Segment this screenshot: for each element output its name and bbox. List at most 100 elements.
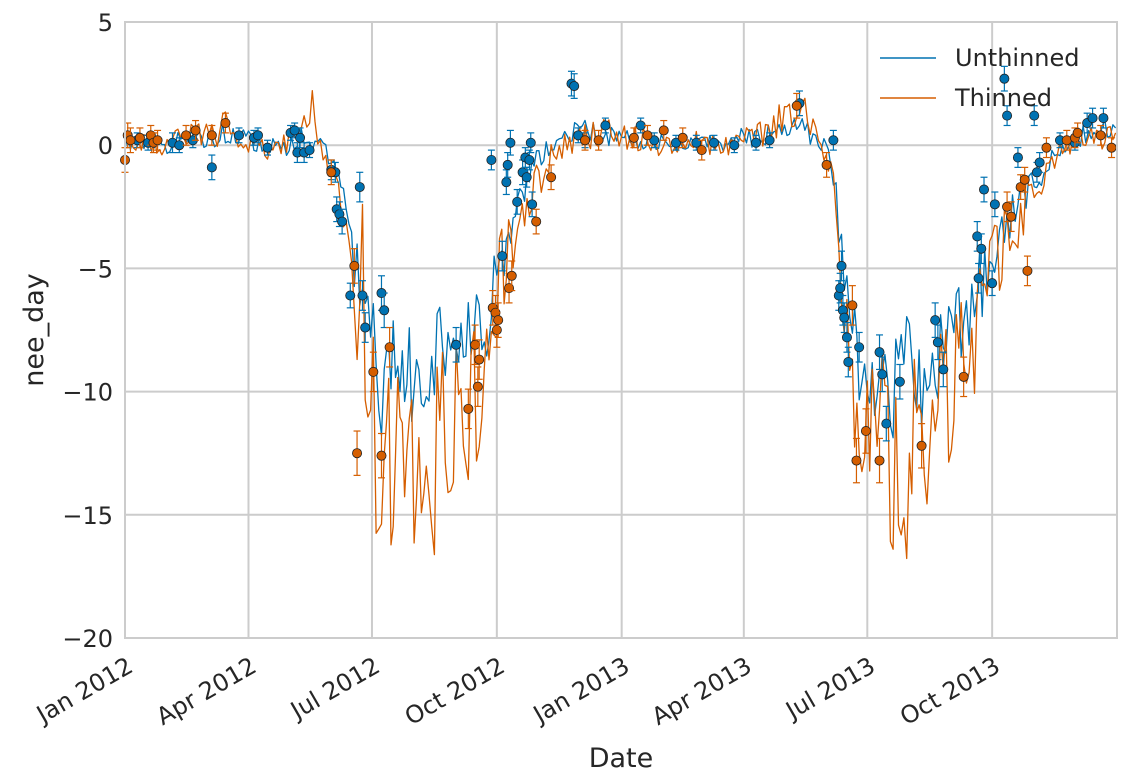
data-point-thinned: [181, 124, 192, 146]
marker: [1019, 174, 1030, 185]
y-tick-label: 0: [98, 132, 113, 160]
marker: [493, 315, 504, 326]
data-point-unthinned: [486, 149, 497, 171]
marker: [894, 376, 905, 387]
marker: [470, 339, 481, 350]
data-point-thinned: [1106, 137, 1117, 159]
y-axis-title: nee_day: [19, 273, 50, 387]
data-point-unthinned: [1034, 151, 1045, 173]
marker: [531, 216, 542, 227]
marker: [376, 450, 387, 461]
x-tick-label: Jan 2013: [527, 652, 634, 730]
marker: [521, 172, 532, 183]
marker: [979, 184, 990, 195]
marker: [206, 162, 217, 173]
marker: [874, 455, 885, 466]
data-point-thinned: [206, 124, 217, 146]
data-point-unthinned: [497, 240, 508, 272]
data-point-thinned: [190, 119, 201, 141]
data-point-unthinned: [881, 405, 892, 442]
data-point-thinned: [134, 127, 145, 149]
marker: [233, 130, 244, 141]
marker: [134, 132, 145, 143]
data-point-unthinned: [573, 127, 584, 144]
data-point-unthinned: [1055, 132, 1066, 149]
marker: [958, 371, 969, 382]
marker: [851, 455, 862, 466]
data-point-unthinned: [292, 142, 303, 164]
marker: [295, 132, 306, 143]
data-point-thinned: [506, 260, 517, 292]
marker: [1002, 110, 1013, 121]
data-point-thinned: [860, 408, 871, 454]
data-point-thinned: [677, 127, 688, 149]
marker: [836, 260, 847, 271]
data-point-unthinned: [206, 154, 217, 181]
marker: [181, 130, 192, 141]
marker: [828, 135, 839, 146]
data-point-unthinned: [1098, 107, 1109, 129]
marker: [841, 332, 852, 343]
data-point-thinned: [463, 388, 474, 430]
data-point-thinned: [472, 366, 483, 407]
marker: [860, 426, 871, 437]
marker: [1002, 201, 1013, 212]
marker: [989, 199, 1000, 210]
marker: [881, 418, 892, 429]
y-tick-labels: 5 0 −5 −10 −15 −20: [62, 9, 113, 653]
marker: [486, 154, 497, 165]
data-point-unthinned: [999, 65, 1010, 92]
marker: [357, 290, 368, 301]
data-point-thinned: [326, 159, 337, 186]
marker: [512, 196, 523, 207]
data-point-thinned: [642, 124, 653, 146]
marker: [658, 125, 669, 136]
marker: [593, 135, 604, 146]
marker: [262, 142, 273, 153]
marker: [751, 137, 762, 148]
data-point-thinned: [696, 139, 707, 161]
x-axis-title: Date: [589, 743, 654, 774]
marker: [345, 290, 356, 301]
marker: [152, 135, 163, 146]
marker: [600, 120, 611, 131]
data-point-thinned: [874, 437, 885, 484]
data-point-thinned: [1041, 137, 1052, 159]
series-line-unthinned: [124, 118, 1117, 439]
x-tick-label: Jul 2013: [780, 652, 880, 726]
marker: [524, 154, 535, 165]
marker: [729, 140, 740, 151]
marker: [368, 366, 379, 377]
x-tick-label: Apr 2013: [647, 652, 756, 731]
marker: [354, 182, 365, 193]
data-point-thinned: [851, 437, 862, 484]
marker: [527, 199, 538, 210]
data-point-unthinned: [502, 151, 513, 178]
data-point-thinned: [1006, 201, 1017, 233]
data-point-unthinned: [357, 280, 368, 311]
marker: [835, 283, 846, 294]
data-point-unthinned: [894, 363, 905, 400]
data-point-unthinned: [828, 129, 839, 151]
marker: [877, 369, 888, 380]
marker: [491, 324, 502, 335]
data-point-unthinned: [877, 356, 888, 393]
data-point-thinned: [125, 127, 136, 154]
marker: [352, 448, 363, 459]
data-point-unthinned: [521, 166, 532, 188]
data-point-thinned: [352, 430, 363, 476]
marker: [1072, 127, 1083, 138]
marker: [677, 132, 688, 143]
marker: [580, 135, 591, 146]
marker: [1106, 142, 1117, 153]
plot-frame: [124, 21, 1118, 639]
data-point-unthinned: [1082, 112, 1093, 134]
marker: [190, 125, 201, 136]
data-point-thinned: [1061, 129, 1072, 151]
x-tick-label: Jul 2012: [284, 652, 384, 726]
marker: [916, 440, 927, 451]
marker: [451, 339, 462, 350]
data-point-thinned: [1095, 124, 1106, 146]
data-point-unthinned: [600, 117, 611, 134]
data-point-unthinned: [569, 73, 580, 99]
